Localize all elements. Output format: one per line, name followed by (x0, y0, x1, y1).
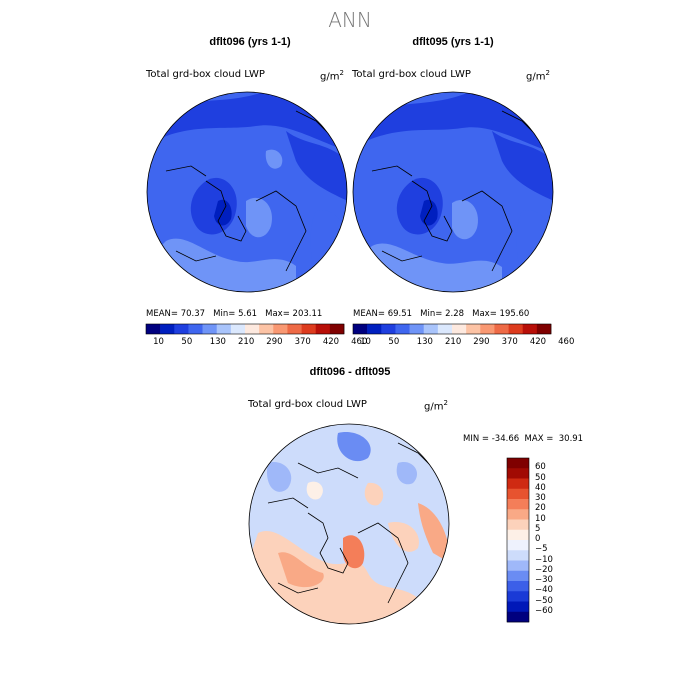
panel-1-colorbar-tick-label: 210 (238, 337, 255, 347)
diff-colorbar-swatch (507, 601, 529, 613)
diff-colorbar-tick-label: −5 (535, 544, 548, 555)
panel-2-colorbar-swatch (437, 324, 453, 334)
main-title: ANN (328, 8, 372, 32)
panel-1-title: dflt096 (yrs 1-1) (209, 36, 291, 48)
diff-colorbar-tick-label: 0 (535, 534, 541, 544)
panel-1-colorbar-swatch (202, 324, 218, 334)
panel-1-units: g/m2 (320, 69, 344, 83)
panel-1-colorbar-swatch (301, 324, 317, 334)
panel-2-variable: Total grd-box cloud LWP (352, 69, 471, 80)
diff-colorbar-swatch (507, 570, 529, 582)
panel-2-colorbar-swatch (536, 324, 552, 334)
panel-2-units: g/m2 (526, 69, 550, 83)
diff-minmax: MIN = -34.66 MAX = 30.91 (463, 434, 584, 444)
panel-2-colorbar (352, 323, 552, 335)
panel-1-colorbar-tick-label: 50 (181, 337, 193, 347)
panel-1-stats: MEAN= 70.37 Min= 5.61 Max= 203.11 (146, 309, 323, 319)
panel-2-colorbar-tick-label: 370 (501, 337, 518, 347)
diff-colorbar-tick-label: 5 (535, 523, 541, 534)
panel-1-colorbar-swatch (259, 324, 274, 334)
diff-colorbar-swatch (507, 488, 529, 500)
diff-colorbar-swatch (507, 581, 529, 592)
diff-colorbar-tick-label: −50 (535, 595, 553, 606)
diff-colorbar-tick-label: −10 (535, 554, 553, 565)
diff-colorbar-swatch (507, 611, 529, 623)
diff-colorbar-tick-label: −40 (535, 585, 553, 596)
diff-colorbar (506, 457, 530, 623)
diff-colorbar-swatch (507, 458, 529, 469)
panel-2-colorbar-swatch (381, 324, 396, 334)
diff-colorbar-tick-label: 10 (535, 513, 546, 524)
panel-1-colorbar-tick-label: 460 (351, 337, 368, 347)
diff-colorbar-tick-label: 30 (535, 493, 546, 503)
panel-2-colorbar-swatch (508, 324, 524, 334)
panel-2-colorbar-tick-label: 420 (529, 337, 547, 347)
panel-1-colorbar-swatch (188, 324, 203, 334)
panel-1-colorbar-swatch (174, 324, 189, 334)
panel-1-colorbar-swatch (273, 324, 288, 334)
diff-colorbar-swatch (507, 560, 529, 572)
panel-2-colorbar-swatch (409, 324, 425, 334)
panel-2-colorbar-swatch (367, 324, 382, 334)
panel-1-colorbar-tick-label: 290 (266, 337, 283, 347)
panel-1-variable: Total grd-box cloud LWP (146, 69, 265, 80)
panel-2-colorbar-tick-label: 290 (473, 337, 490, 347)
diff-colorbar-ticks: 60 50 40 30 20 10 5 0 −5 −10 −20 −30 −40 −50 −60 (533, 458, 573, 622)
diff-colorbar-tick-label: −20 (535, 564, 553, 575)
panel-1-colorbar-swatch (216, 324, 232, 334)
diff-variable: Total grd-box cloud LWP (248, 399, 367, 410)
diff-colorbar-swatch (507, 509, 529, 520)
diff-colorbar-swatch (507, 519, 529, 531)
panel-1-colorbar-swatch (315, 324, 331, 334)
panel-1-colorbar-tick-label: 370 (294, 337, 311, 347)
diff-title: dflt096 - dflt095 (309, 366, 391, 378)
diff-colorbar-tick-label: 20 (535, 503, 546, 514)
diff-colorbar-tick-label: −30 (535, 575, 553, 585)
panel-2-colorbar-swatch (452, 324, 467, 334)
diff-colorbar-tick-label: 40 (535, 482, 546, 493)
panel-2-title: dflt095 (yrs 1-1) (412, 36, 494, 48)
diff-colorbar-swatch (507, 468, 529, 479)
panel-2-colorbar-swatch (480, 324, 495, 334)
panel-1-colorbar-ticks: 10 50 130 210 290 370 420 460 (146, 337, 367, 349)
panel-2-colorbar-swatch (423, 324, 439, 334)
diff-colorbar-tick-label: −60 (535, 605, 553, 616)
panel-2-colorbar-tick-label: 10 (360, 337, 371, 347)
diff-colorbar-swatch (507, 499, 529, 510)
panel-2-colorbar-swatch (522, 324, 538, 334)
panel-1-colorbar-swatch (230, 324, 246, 334)
panel-1-map (146, 91, 348, 293)
diff-colorbar-swatch (507, 540, 529, 551)
panel-2-colorbar-tick-label: 50 (388, 337, 400, 347)
panel-1-colorbar (145, 323, 345, 335)
diff-units: g/m2 (424, 399, 448, 413)
panel-1-colorbar-swatch (245, 324, 260, 334)
panel-1-colorbar-swatch (329, 324, 345, 334)
panel-2-colorbar-tick-label: 460 (558, 337, 575, 347)
panel-2-colorbar-swatch (353, 324, 368, 334)
diff-colorbar-swatch (507, 478, 529, 490)
panel-1-colorbar-swatch (146, 324, 161, 334)
diff-colorbar-swatch (507, 591, 529, 602)
panel-2-colorbar-swatch (494, 324, 509, 334)
panel-1-colorbar-tick-label: 130 (209, 337, 226, 347)
panel-2-colorbar-tick-label: 130 (416, 337, 433, 347)
diff-colorbar-swatch (507, 550, 529, 561)
diff-colorbar-tick-label: 60 (535, 462, 546, 473)
diff-map (248, 423, 450, 625)
panel-1-colorbar-tick-label: 420 (322, 337, 340, 347)
panel-1-colorbar-tick-label: 10 (153, 337, 164, 347)
panel-2-stats: MEAN= 69.51 Min= 2.28 Max= 195.60 (353, 309, 530, 319)
panel-1-colorbar-swatch (160, 324, 175, 334)
diff-colorbar-swatch (507, 529, 529, 541)
panel-1-colorbar-swatch (287, 324, 302, 334)
panel-2-colorbar-swatch (395, 324, 410, 334)
panel-2-colorbar-ticks: 10 50 130 210 290 370 420 460 (353, 337, 574, 349)
panel-2-colorbar-swatch (466, 324, 481, 334)
panel-2-map (352, 91, 554, 293)
panel-2-colorbar-tick-label: 210 (445, 337, 462, 347)
diff-colorbar-tick-label: 50 (535, 472, 546, 483)
